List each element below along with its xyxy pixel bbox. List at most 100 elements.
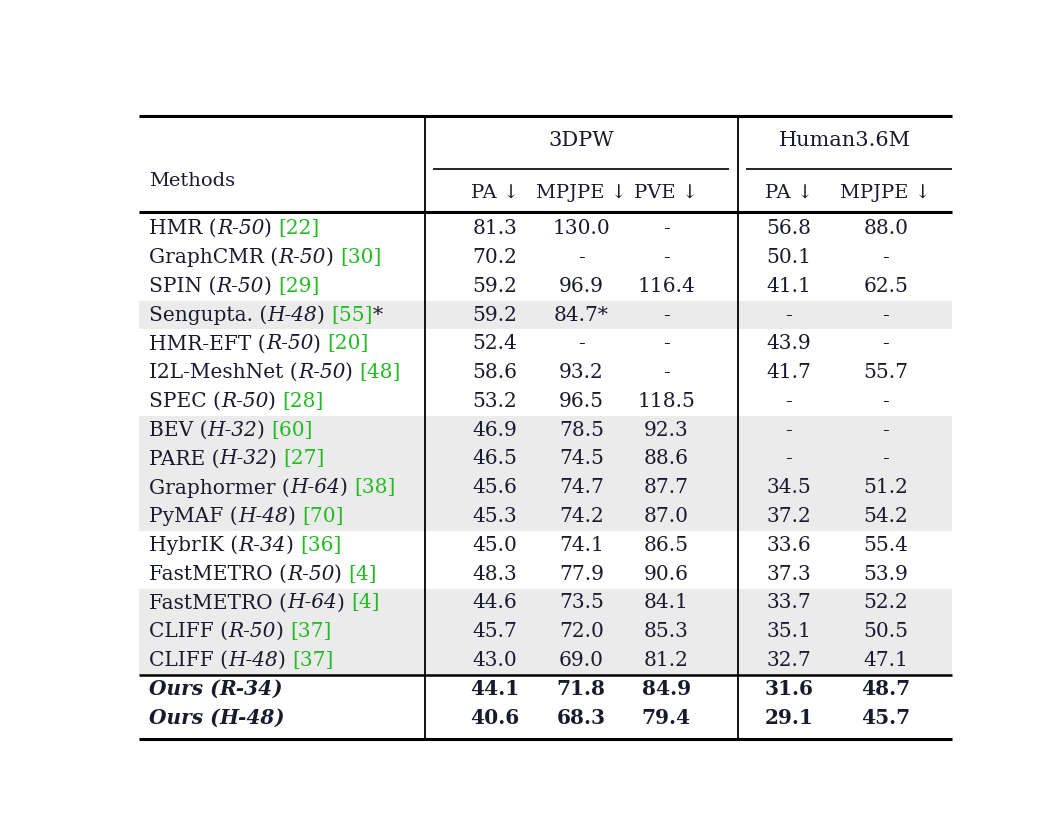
Bar: [139, 415, 952, 445]
Text: [70]: [70]: [302, 507, 343, 526]
Text: [38]: [38]: [354, 478, 395, 497]
Text: 44.6: 44.6: [473, 594, 517, 613]
Text: 45.7: 45.7: [473, 622, 517, 641]
Text: R-50: R-50: [297, 363, 345, 382]
Text: 81.3: 81.3: [473, 219, 517, 238]
Text: 84.9: 84.9: [641, 680, 690, 699]
Text: 85.3: 85.3: [644, 622, 688, 641]
Text: 62.5: 62.5: [863, 277, 908, 296]
Bar: [139, 445, 952, 473]
Bar: [139, 473, 952, 502]
Text: 45.6: 45.6: [473, 478, 517, 497]
Text: ): ): [288, 507, 302, 526]
Text: 33.7: 33.7: [767, 594, 811, 613]
Text: ): ): [269, 392, 282, 410]
Text: ): ): [275, 622, 290, 641]
Text: MPJPE ↓: MPJPE ↓: [840, 184, 931, 202]
Text: 45.7: 45.7: [861, 708, 910, 728]
Text: [36]: [36]: [299, 536, 341, 555]
Text: H-32: H-32: [208, 421, 257, 440]
Text: 48.3: 48.3: [473, 564, 517, 584]
Text: [4]: [4]: [352, 594, 379, 613]
Text: Graphormer (: Graphormer (: [149, 478, 290, 497]
Text: 44.1: 44.1: [470, 680, 519, 699]
Text: [27]: [27]: [284, 450, 325, 468]
Text: 79.4: 79.4: [641, 708, 690, 728]
Text: ): ): [326, 248, 340, 267]
Text: 53.9: 53.9: [863, 564, 908, 584]
Text: 55.4: 55.4: [863, 536, 908, 555]
Text: FastMETRO (: FastMETRO (: [149, 594, 287, 613]
Text: R-50: R-50: [266, 334, 313, 354]
Text: H-48: H-48: [268, 305, 318, 324]
Text: R-50: R-50: [217, 277, 264, 296]
Text: -: -: [663, 219, 669, 238]
Text: 69.0: 69.0: [559, 651, 604, 670]
Text: R-50: R-50: [287, 564, 335, 584]
Text: ): ): [264, 277, 278, 296]
Text: 43.0: 43.0: [473, 651, 517, 670]
Text: ): ): [337, 594, 352, 613]
Text: 93.2: 93.2: [559, 363, 603, 382]
Text: 74.1: 74.1: [559, 536, 604, 555]
Text: 72.0: 72.0: [559, 622, 604, 641]
Text: [60]: [60]: [272, 421, 313, 440]
Text: Methods: Methods: [149, 171, 236, 190]
Text: 87.0: 87.0: [644, 507, 688, 526]
Text: [28]: [28]: [282, 392, 324, 410]
Text: -: -: [663, 248, 669, 267]
Text: ): ): [286, 536, 299, 555]
Text: H-48: H-48: [238, 507, 288, 526]
Text: R-50: R-50: [217, 219, 264, 238]
Text: 50.5: 50.5: [863, 622, 908, 641]
Text: 88.0: 88.0: [863, 219, 908, 238]
Text: PyMAF (: PyMAF (: [149, 507, 238, 527]
Text: -: -: [578, 334, 585, 354]
Text: 47.1: 47.1: [863, 651, 908, 670]
Text: 96.5: 96.5: [559, 392, 604, 410]
Text: H-48: H-48: [228, 651, 278, 670]
Text: 41.7: 41.7: [767, 363, 811, 382]
Text: 32.7: 32.7: [767, 651, 811, 670]
Text: ): ): [275, 708, 285, 728]
Bar: [139, 646, 952, 675]
Text: 46.9: 46.9: [473, 421, 517, 440]
Text: ): ): [257, 421, 272, 440]
Text: -: -: [578, 248, 585, 267]
Text: 41.1: 41.1: [767, 277, 811, 296]
Text: 34.5: 34.5: [767, 478, 811, 497]
Text: ): ): [313, 334, 327, 354]
Text: 45.3: 45.3: [473, 507, 517, 526]
Text: 51.2: 51.2: [863, 478, 908, 497]
Text: ): ): [340, 478, 354, 497]
Text: 77.9: 77.9: [559, 564, 604, 584]
Text: 70.2: 70.2: [473, 248, 517, 267]
Text: ): ): [335, 564, 348, 584]
Text: HMR (: HMR (: [149, 219, 217, 238]
Text: 74.5: 74.5: [559, 450, 604, 468]
Text: -: -: [663, 305, 669, 324]
Text: 58.6: 58.6: [473, 363, 517, 382]
Text: BEV (: BEV (: [149, 421, 208, 440]
Text: -: -: [785, 305, 792, 324]
Text: 29.1: 29.1: [765, 708, 813, 728]
Text: 40.6: 40.6: [470, 708, 519, 728]
Text: 68.3: 68.3: [556, 708, 605, 728]
Text: PA ↓: PA ↓: [765, 184, 812, 202]
Text: 33.6: 33.6: [767, 536, 811, 555]
Text: Ours (: Ours (: [149, 680, 220, 699]
Text: 71.8: 71.8: [556, 680, 605, 699]
Text: 90.6: 90.6: [644, 564, 688, 584]
Text: ): ): [318, 305, 331, 324]
Text: [20]: [20]: [327, 334, 369, 354]
Text: 54.2: 54.2: [863, 507, 908, 526]
Text: ): ): [270, 450, 284, 468]
Text: 78.5: 78.5: [559, 421, 604, 440]
Text: Human3.6M: Human3.6M: [778, 130, 910, 150]
Text: -: -: [663, 363, 669, 382]
Text: CLIFF (: CLIFF (: [149, 651, 228, 670]
Text: *: *: [373, 305, 383, 324]
Text: 84.1: 84.1: [644, 594, 688, 613]
Text: -: -: [785, 450, 792, 468]
Text: 59.2: 59.2: [473, 305, 517, 324]
